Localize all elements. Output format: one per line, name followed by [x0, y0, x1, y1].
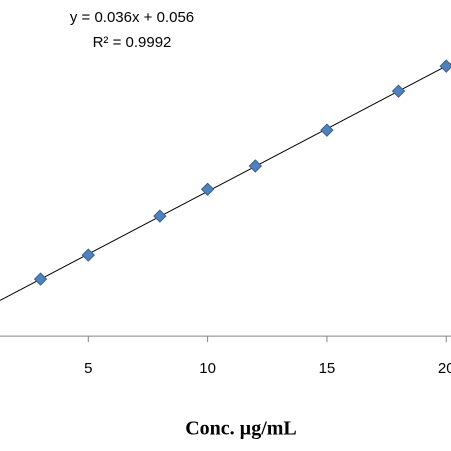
point	[81, 248, 95, 262]
x-tick-label: 20	[438, 360, 451, 377]
x-tick-label: 10	[199, 360, 216, 377]
x-tick-label: 5	[84, 360, 92, 377]
equation: y = 0.036x + 0.056	[70, 9, 194, 26]
point	[320, 123, 334, 137]
x-tick-label: 15	[319, 360, 336, 377]
r-squared: R² = 0.9992	[93, 34, 172, 51]
point	[153, 209, 167, 223]
point	[33, 272, 48, 286]
x-axis-label: Conc. µg/mL	[185, 418, 297, 440]
point	[439, 59, 451, 73]
point	[200, 182, 215, 197]
point	[391, 84, 406, 98]
point	[248, 159, 263, 173]
trendline	[0, 63, 451, 301]
